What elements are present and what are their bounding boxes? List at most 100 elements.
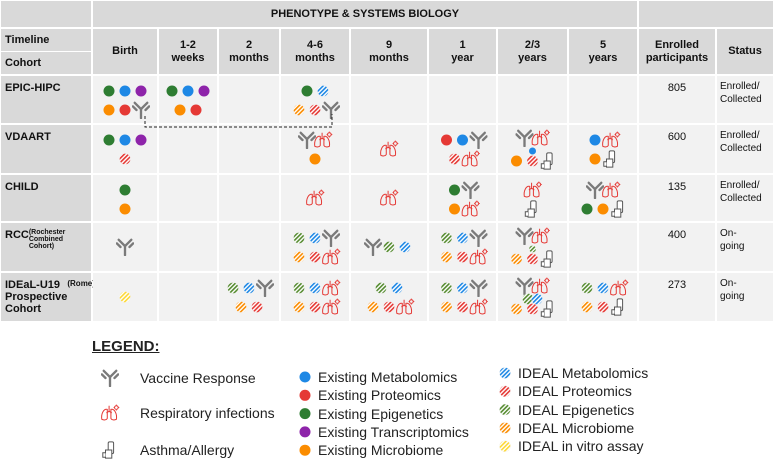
timepoint-cell [569, 175, 637, 221]
vaccine-icon [101, 369, 119, 387]
epigenetics-dot [119, 184, 131, 196]
header-title: PHENOTYPE & SYSTEMS BIOLOGY [93, 1, 637, 27]
enrolled-count: 600 [639, 125, 715, 173]
ideal-metabolomics-dot [399, 241, 411, 253]
timepoint-cell [219, 223, 279, 271]
timepoint-cell [281, 223, 349, 271]
cell-icons [440, 229, 489, 265]
column-header: 5 years [569, 29, 637, 74]
cell-icons [441, 131, 488, 167]
column-header: 1-2 weeks [159, 29, 217, 74]
timepoint-cell [93, 125, 157, 173]
timepoint-cell [351, 125, 427, 173]
timepoint-cell [498, 273, 567, 321]
inhaler-icon [102, 441, 115, 459]
cell-icons [581, 181, 624, 218]
row-label: EPIC-HIPC [1, 76, 91, 123]
cell-icons [293, 229, 341, 265]
timepoint-cell [281, 175, 349, 221]
column-header: 1 year [429, 29, 496, 74]
timeline-label: Timeline [1, 29, 91, 51]
cohort-name: IDEaL-U19 Prospective Cohort [5, 279, 68, 315]
ideal-epigenetics-dot [499, 403, 511, 416]
timepoint-cell [281, 273, 349, 321]
enrolled-value: 805 [667, 82, 687, 94]
legend-item: IDEAL in vitro assay [518, 438, 644, 455]
row-label: IDEaL-U19 Prospective Cohort (Rome) [1, 273, 95, 321]
timepoint-cell [569, 76, 637, 123]
ideal-proteomics-dot [119, 153, 131, 165]
legend-item: IDEAL Microbiome [518, 419, 635, 436]
transcriptomics-dot [198, 85, 210, 97]
cohort-label: Cohort [1, 52, 91, 74]
epigenetics-dot [301, 85, 313, 97]
ideal-epigenetics-dot [581, 282, 593, 294]
cell-icons [367, 282, 415, 315]
legend-item: Asthma/Allergy [140, 442, 235, 458]
legend-item: Existing Transcriptomics [318, 423, 469, 440]
proteomics-dot [299, 389, 311, 401]
transcriptomics-dot [135, 85, 147, 97]
ideal-microbiome-dot [293, 251, 305, 263]
cell-icons [166, 85, 210, 116]
column-header-text: 5 years [588, 38, 618, 64]
transcriptomics-dot [299, 426, 311, 438]
timepoint-cell [429, 175, 496, 221]
epigenetics-dot [166, 85, 178, 97]
ideal-microbiome-dot [499, 422, 511, 434]
ideal-proteomics-dot [383, 301, 395, 313]
column-header: 2 months [219, 29, 279, 74]
cell-icons [510, 227, 553, 268]
cell-icons [293, 279, 341, 315]
ideal-proteomics-dot [526, 253, 539, 265]
enrolled-count: 135 [639, 175, 715, 221]
cohort-name: RCC [5, 229, 29, 241]
timepoint-cell [159, 125, 217, 173]
ideal-microbiome-dot [235, 301, 247, 313]
cell-icons [298, 131, 333, 165]
status-header-text: Status [728, 45, 762, 57]
cell-icons [119, 291, 131, 303]
status-text: Enrolled/ Collected [720, 180, 762, 204]
ideal-microbiome-dot [510, 253, 523, 265]
microbiome-dot [174, 104, 186, 116]
timepoint-cell [93, 273, 157, 321]
enrolled-value: 135 [667, 181, 687, 193]
ideal-metabolomics-dot [499, 367, 511, 379]
legend-item: IDEAL Epigenetics [518, 401, 635, 418]
column-header-text: 1 year [451, 38, 474, 64]
status-text: Enrolled/ Collected [720, 130, 762, 154]
row-label: CHILD [1, 175, 91, 221]
timepoint-cell [351, 273, 427, 321]
cell-icons [581, 279, 629, 316]
cell-icons [440, 279, 489, 315]
status-text: On-going [720, 228, 745, 252]
column-header: 4-6 months [281, 29, 349, 74]
cohort-name: EPIC-HIPC [5, 82, 61, 94]
cohort-name: VDAART [5, 131, 51, 143]
microbiome-dot [309, 153, 321, 165]
ideal-proteomics-dot [499, 385, 511, 397]
timepoint-cell [498, 76, 567, 123]
legend-item: Existing Epigenetics [318, 405, 444, 422]
timepoint-cell [429, 273, 496, 321]
ideal-epigenetics-dot [293, 282, 305, 294]
legend-item: IDEAL Metabolomics [518, 365, 649, 381]
ideal-microbiome-dot [367, 301, 379, 313]
timepoint-cell [159, 175, 217, 221]
microbiome-dot [119, 203, 131, 215]
header-blank [639, 1, 773, 27]
epigenetics-dot [581, 203, 593, 215]
timepoint-cell [569, 125, 637, 173]
enrolled-count: 805 [639, 76, 715, 123]
timepoint-cell [219, 273, 279, 321]
ideal-proteomics-dot [309, 251, 321, 263]
epigenetics-dot [103, 85, 115, 97]
timepoint-cell [93, 223, 157, 271]
microbiome-dot [597, 203, 609, 215]
column-header-text: 2 months [229, 38, 269, 64]
legend-item: Existing Proteomics [318, 387, 441, 404]
metabolomics-dot [589, 134, 601, 146]
legend-item: Respiratory infections [140, 405, 275, 421]
